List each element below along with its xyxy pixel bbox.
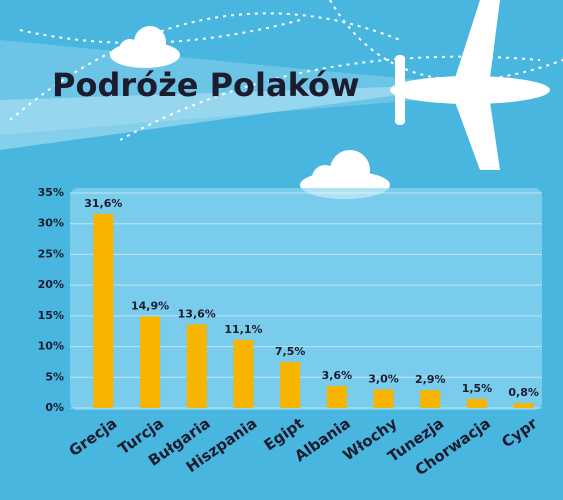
bar [187, 324, 207, 408]
bar [420, 390, 440, 408]
y-tick-label: 35% [38, 186, 64, 199]
value-label: 31,6% [84, 197, 122, 210]
chart: Podróże Polaków 0%5%10%15%20%25%30%35%Gr… [0, 0, 563, 500]
chart-title: Podróże Polaków [52, 66, 360, 104]
value-label: 2,9% [415, 373, 446, 386]
bar [280, 362, 300, 408]
bar [327, 386, 347, 408]
bar [514, 403, 534, 408]
value-label: 0,8% [508, 386, 539, 399]
y-tick-label: 25% [38, 247, 64, 260]
value-label: 3,6% [322, 369, 353, 382]
value-label: 1,5% [462, 382, 493, 395]
bar [93, 214, 113, 408]
value-label: 14,9% [131, 299, 169, 312]
bar [467, 399, 487, 408]
y-tick-label: 10% [38, 340, 64, 353]
y-tick-label: 20% [38, 278, 64, 291]
y-tick-label: 0% [45, 401, 64, 414]
value-label: 11,1% [224, 323, 262, 336]
y-tick-label: 30% [38, 217, 64, 230]
y-tick-label: 5% [45, 370, 64, 383]
bar [140, 316, 160, 408]
value-label: 7,5% [275, 345, 306, 358]
y-tick-label: 15% [38, 309, 64, 322]
bar [233, 340, 253, 408]
value-label: 3,0% [368, 373, 399, 386]
bar [374, 390, 394, 408]
value-label: 13,6% [178, 307, 216, 320]
